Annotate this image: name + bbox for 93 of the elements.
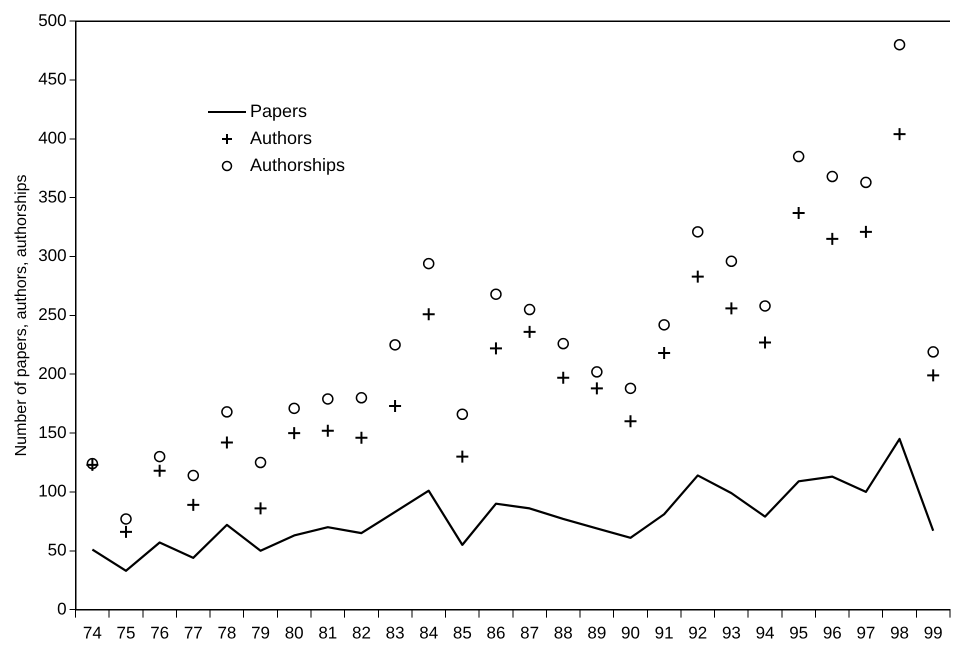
point <box>488 341 503 356</box>
point <box>825 232 840 246</box>
x-tick-label: 92 <box>688 623 708 642</box>
x-tick-label: 87 <box>520 623 540 642</box>
point <box>354 430 368 445</box>
x-tick-label: 74 <box>82 623 102 642</box>
point <box>152 464 167 478</box>
point <box>422 258 434 270</box>
x-tick-label: 97 <box>856 623 876 642</box>
point <box>119 524 134 539</box>
point <box>154 450 166 462</box>
point <box>623 414 638 428</box>
point <box>422 307 436 322</box>
point <box>455 450 470 464</box>
x-tick-label: 99 <box>924 623 943 642</box>
point <box>85 458 100 472</box>
x-tick-label: 95 <box>789 623 808 642</box>
point <box>826 170 838 182</box>
y-tick-label: 50 <box>48 540 67 560</box>
y-tick-label: 350 <box>38 187 67 206</box>
y-axis-title: Number of papers, authors, authorships <box>13 174 30 456</box>
point <box>522 324 537 339</box>
point <box>590 381 604 396</box>
point <box>490 288 502 300</box>
point <box>792 150 804 162</box>
point <box>86 458 98 470</box>
x-tick-label: 78 <box>217 623 236 642</box>
x-tick-label: 83 <box>386 623 405 642</box>
x-tick-label: 96 <box>822 623 842 642</box>
y-tick-label: 450 <box>38 70 67 89</box>
point <box>591 366 603 378</box>
point <box>322 393 334 405</box>
x-tick-label: 90 <box>621 623 640 642</box>
point <box>320 424 335 438</box>
point <box>692 226 704 238</box>
x-tick-label: 80 <box>284 623 304 642</box>
point <box>389 339 401 351</box>
x-tick-label: 85 <box>452 623 472 642</box>
y-tick-label: 100 <box>38 482 67 501</box>
x-tick-label: 76 <box>150 623 170 642</box>
x-tick-label: 81 <box>318 623 338 642</box>
x-tick-label: 77 <box>184 623 203 642</box>
y-tick-label: 0 <box>57 599 67 618</box>
point <box>927 346 939 358</box>
point <box>120 513 132 525</box>
point <box>287 426 302 440</box>
point <box>690 270 705 284</box>
point <box>221 406 233 418</box>
point <box>892 127 907 142</box>
x-tick-label: 98 <box>890 623 910 642</box>
point <box>724 301 738 316</box>
y-tick-label: 250 <box>38 305 67 324</box>
point <box>254 501 268 516</box>
point <box>356 392 368 404</box>
point <box>858 224 873 239</box>
point <box>288 402 300 414</box>
point <box>220 435 234 450</box>
point <box>388 399 402 414</box>
point <box>188 470 200 482</box>
point <box>456 408 468 420</box>
x-tick-label: 75 <box>116 623 136 642</box>
legend-label: Authors <box>250 127 312 150</box>
point <box>524 304 536 316</box>
point <box>926 368 940 382</box>
point <box>759 300 771 312</box>
y-tick-label: 400 <box>38 128 67 148</box>
point <box>860 176 872 188</box>
x-tick-label: 79 <box>251 623 270 642</box>
x-tick-label: 91 <box>654 623 674 642</box>
point <box>186 498 200 512</box>
point <box>254 456 266 468</box>
point <box>758 335 772 350</box>
x-tick-label: 93 <box>722 623 741 642</box>
point <box>557 338 569 350</box>
x-tick-label: 86 <box>486 623 506 642</box>
y-tick-label: 500 <box>38 10 67 30</box>
y-tick-label: 200 <box>38 364 67 383</box>
point <box>556 370 570 385</box>
legend-label: Authorships <box>250 154 346 177</box>
point <box>658 319 670 331</box>
y-tick-label: 150 <box>38 422 67 442</box>
point <box>624 382 636 394</box>
x-tick-label: 84 <box>419 623 438 642</box>
legend-label: Papers <box>250 100 308 123</box>
x-tick-label: 94 <box>756 623 774 642</box>
point <box>792 206 806 220</box>
point <box>894 38 906 50</box>
point <box>726 256 738 268</box>
x-tick-label: 88 <box>554 623 573 642</box>
x-tick-label: 82 <box>352 623 371 642</box>
y-tick-label: 300 <box>38 246 67 266</box>
point <box>657 346 672 360</box>
x-tick-label: 89 <box>587 623 606 642</box>
